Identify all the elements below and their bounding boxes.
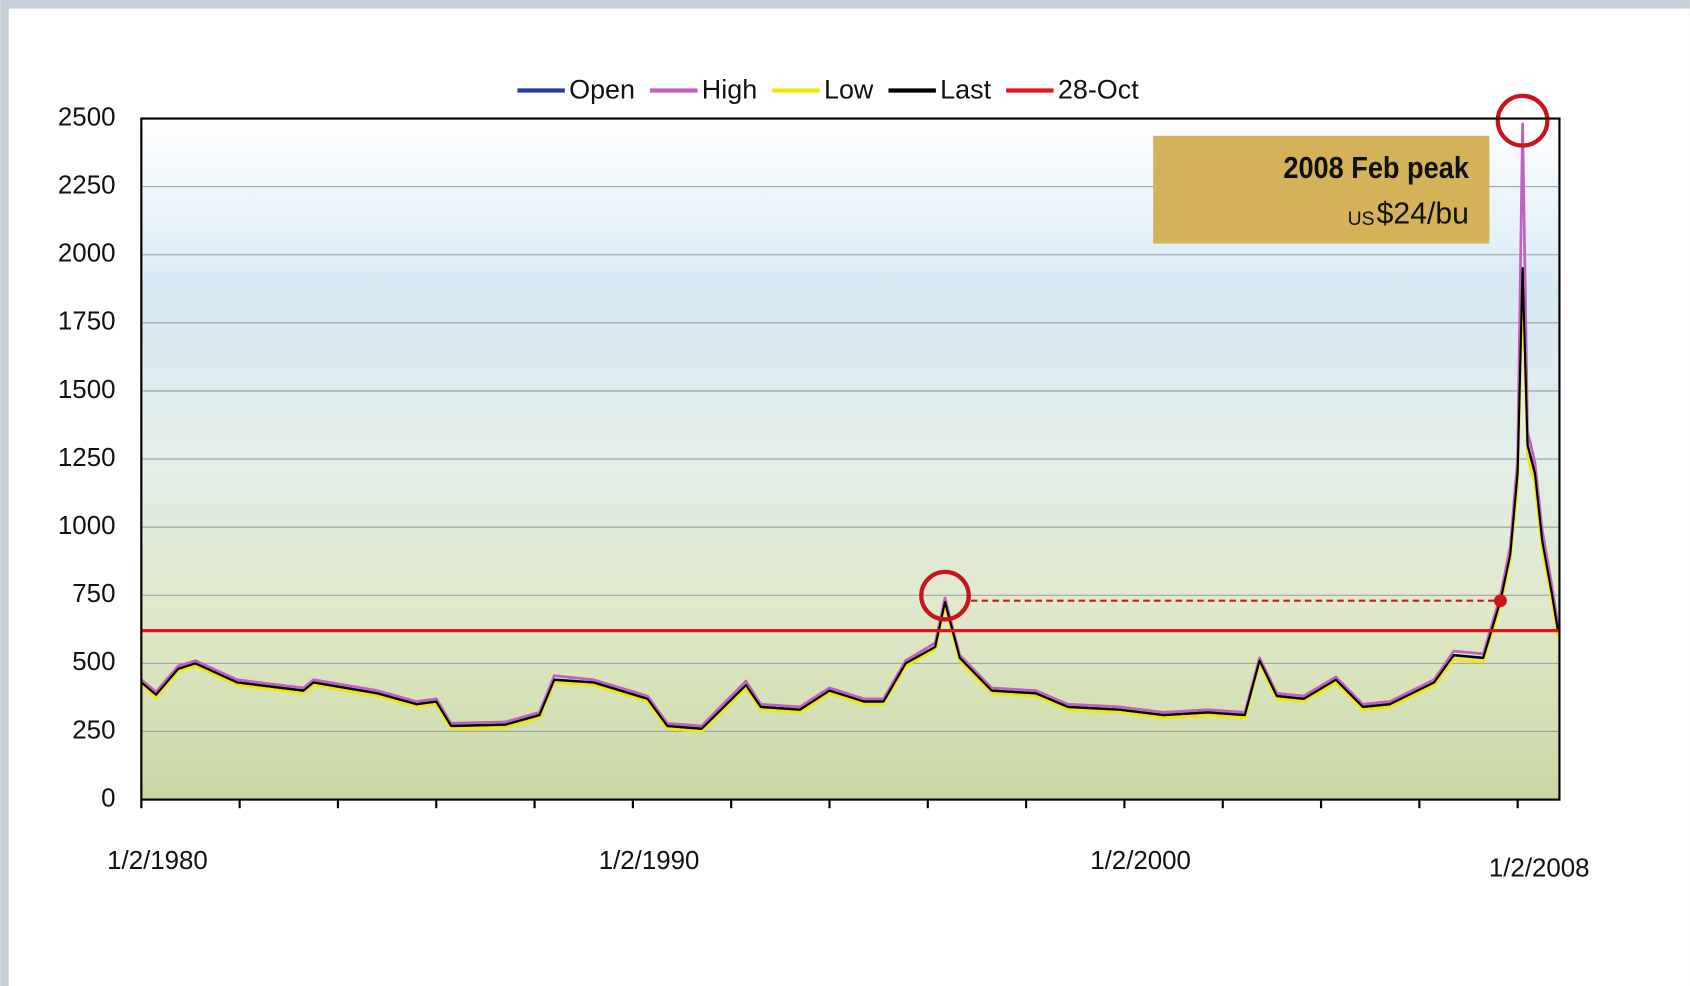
y-tick-label: 250 [72, 716, 115, 744]
y-tick-label: 2000 [58, 240, 116, 268]
y-tick-label: 1750 [58, 308, 116, 336]
x-tick-label: 1/2/2000 [1090, 847, 1191, 875]
series-line [140, 122, 1560, 728]
highlight-circle [1495, 93, 1550, 148]
x-tick-label: 1/2/1980 [107, 847, 208, 875]
plot-frame [140, 117, 1561, 801]
annotation-box [1153, 135, 1490, 244]
x-tick-label: 1/2/2008 [1489, 854, 1590, 882]
y-tick-label: 1500 [58, 376, 116, 404]
y-tick-label: 500 [72, 648, 115, 676]
legend-label: Low [824, 75, 874, 105]
annotation-unit: US [1348, 208, 1375, 230]
annotation-title: 2008 Feb peak [1283, 152, 1469, 186]
highlight-circle [919, 569, 971, 622]
legend-label: High [702, 75, 757, 105]
y-tick-label: 750 [72, 580, 115, 608]
y-tick-label: 2250 [58, 171, 116, 199]
legend-label: Last [940, 75, 991, 105]
guide-dot [1493, 594, 1507, 608]
y-tick-label: 2500 [58, 103, 116, 131]
series-line [140, 267, 1560, 730]
annotation-price: $24/bu [1377, 197, 1469, 230]
y-tick-label: 1250 [58, 444, 116, 472]
x-tick-label: 1/2/1990 [599, 847, 700, 875]
legend-label: Open [569, 75, 635, 105]
y-tick-label: 1000 [58, 512, 116, 540]
y-tick-label: 0 [101, 784, 115, 812]
legend-label: 28-Oct [1058, 75, 1139, 105]
